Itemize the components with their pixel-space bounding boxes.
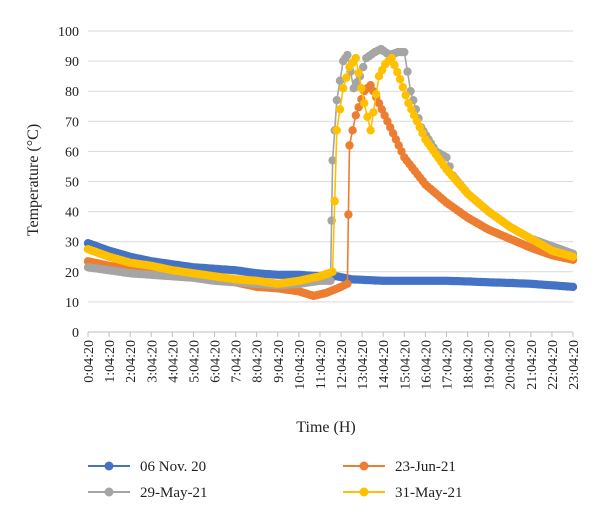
data-point	[354, 68, 363, 78]
data-point	[351, 53, 360, 63]
data-point	[400, 47, 409, 57]
x-tick-label: 5:04:20	[187, 340, 202, 383]
y-tick-label: 70	[65, 115, 79, 130]
data-point	[328, 156, 337, 165]
y-tick-label: 50	[65, 176, 79, 191]
data-point	[339, 84, 348, 93]
x-tick-label: 1:04:20	[103, 340, 118, 383]
data-point	[326, 276, 335, 285]
legend-marker	[104, 487, 114, 497]
x-axis-title: Time (H)	[296, 419, 355, 436]
series-2	[83, 44, 578, 290]
x-tick-label: 9:04:20	[272, 340, 287, 383]
data-point	[568, 282, 578, 292]
data-point	[332, 96, 341, 105]
legend-marker	[359, 461, 369, 471]
data-point	[343, 279, 352, 288]
plot-area	[83, 44, 578, 301]
x-tick-label: 22:04:20	[546, 340, 561, 390]
y-axis-title: Temperature (°C)	[25, 124, 42, 236]
data-point	[395, 75, 405, 84]
legend-item: 29-May-21	[88, 485, 208, 501]
legend-item: 23-Jun-21	[343, 459, 456, 475]
y-tick-label: 60	[65, 145, 79, 160]
x-tick-label: 11:04:20	[314, 340, 329, 389]
x-tick-label: 14:04:20	[377, 340, 392, 390]
x-tick-label: 8:04:20	[251, 340, 266, 383]
legend-marker	[359, 487, 369, 497]
data-point	[335, 76, 345, 85]
x-tick-label: 4:04:20	[166, 340, 181, 383]
x-tick-label: 0:04:20	[82, 340, 97, 383]
data-point	[343, 50, 352, 60]
y-tick-label: 100	[58, 25, 79, 40]
legend-item: 31-May-21	[343, 485, 463, 501]
data-point	[363, 112, 372, 122]
legend-label: 29-May-21	[140, 485, 208, 501]
x-tick-label: 21:04:20	[525, 340, 540, 390]
y-tick-label: 0	[72, 326, 79, 341]
x-tick-label: 3:04:20	[145, 340, 160, 383]
data-point	[344, 210, 353, 219]
data-point	[330, 196, 339, 206]
data-point	[372, 90, 381, 99]
data-point	[342, 73, 351, 82]
x-tick-label: 10:04:20	[293, 340, 308, 390]
data-point	[335, 105, 345, 114]
data-point	[568, 252, 578, 261]
x-tick-label: 16:04:20	[419, 340, 434, 390]
data-point	[369, 108, 378, 117]
x-tick-label: 12:04:20	[335, 340, 350, 390]
x-tick-label: 23:04:20	[567, 340, 582, 390]
data-point	[328, 267, 337, 276]
y-tick-label: 80	[65, 85, 79, 100]
x-tick-label: 15:04:20	[398, 340, 413, 390]
legend-label: 06 Nov. 20	[140, 459, 206, 475]
x-axis-ticks: 0:04:20 1:04:20 2:04:20 3:04:20 4:04:20 5:04:…	[82, 332, 582, 390]
x-tick-label: 6:04:20	[209, 340, 224, 383]
legend-item: 06 Nov. 20	[88, 459, 206, 475]
data-point	[357, 84, 366, 93]
x-tick-label: 2:04:20	[124, 340, 139, 383]
y-tick-label: 90	[65, 55, 79, 70]
data-point	[403, 67, 412, 76]
x-tick-label: 18:04:20	[462, 340, 477, 390]
data-point	[398, 83, 408, 92]
legend: 06 Nov. 20 23-Jun-21 29-May-21 31-May-21	[88, 459, 463, 501]
y-axis-ticks: 0 10 20 30 40 50 60 70 80 90 100	[58, 25, 79, 341]
data-point	[359, 62, 368, 72]
y-tick-label: 40	[65, 206, 79, 221]
data-point	[351, 111, 360, 120]
data-point	[332, 126, 341, 135]
x-tick-label: 20:04:20	[504, 340, 519, 390]
data-point	[390, 60, 399, 70]
data-point	[401, 91, 410, 100]
x-tick-label: 13:04:20	[356, 340, 371, 390]
y-tick-label: 30	[65, 236, 79, 251]
x-tick-label: 17:04:20	[440, 340, 455, 390]
y-tick-label: 10	[65, 296, 79, 311]
y-tick-label: 20	[65, 266, 79, 281]
data-point	[366, 126, 375, 135]
x-tick-label: 7:04:20	[230, 340, 245, 383]
series-line	[87, 48, 574, 287]
series-3	[83, 53, 578, 288]
data-point	[360, 99, 369, 108]
data-point	[348, 126, 357, 135]
legend-label: 23-Jun-21	[395, 459, 456, 475]
x-tick-label: 19:04:20	[483, 340, 498, 390]
legend-label: 31-May-21	[395, 485, 463, 501]
legend-marker	[104, 461, 114, 471]
data-point	[345, 141, 354, 150]
data-point	[387, 53, 396, 63]
data-point	[393, 67, 402, 77]
